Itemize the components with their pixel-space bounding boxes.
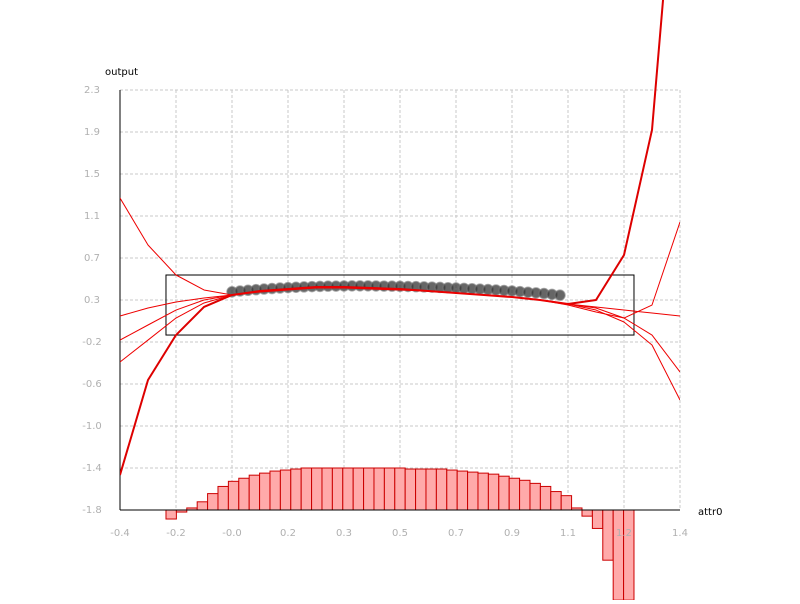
histogram-bar: [602, 509, 614, 561]
histogram-bar: [435, 468, 448, 511]
fit-curve: [120, 197, 680, 319]
histogram-bar: [373, 467, 385, 511]
histogram-bar: [363, 467, 375, 511]
histogram-bar: [591, 509, 604, 529]
histogram-bar: [446, 469, 458, 511]
fit-curve: [120, 286, 680, 317]
histogram-bar: [290, 468, 302, 511]
x-tick-label: 1.1: [560, 528, 576, 539]
y-tick-label: 0.3: [84, 295, 100, 306]
y-tick-label: 0.7: [84, 253, 100, 264]
curves: [120, 0, 680, 476]
x-tick-label: 1.4: [672, 528, 688, 539]
x-tick-label: 0.9: [504, 528, 520, 539]
range-box: [165, 274, 635, 336]
x-axis-title: attr0: [698, 507, 722, 518]
histogram-bar: [248, 474, 261, 511]
histogram-bar: [519, 479, 531, 511]
y-tick-label: 2.3: [84, 85, 100, 96]
data-point: [554, 289, 566, 301]
y-tick-label: 1.5: [84, 169, 100, 180]
histogram-bar: [539, 485, 552, 511]
histogram-bar: [279, 469, 292, 511]
histogram-bar: [269, 470, 281, 511]
histogram: [165, 274, 635, 601]
x-tick-label: 1.2: [616, 528, 632, 539]
histogram-bar: [311, 467, 323, 511]
histogram-bar: [623, 509, 635, 601]
x-tick-label: -0.4: [110, 528, 130, 539]
histogram-bar: [529, 482, 541, 511]
histogram-bar: [196, 501, 209, 511]
histogram-bar: [612, 509, 625, 601]
x-tick-label: 0.5: [392, 528, 408, 539]
histogram-bar: [498, 475, 510, 511]
y-tick-label: -1.4: [82, 463, 102, 474]
histogram-bar: [238, 477, 250, 511]
histogram-bar: [331, 467, 344, 511]
y-tick-label: 1.9: [84, 127, 100, 138]
x-tick-label: 0.7: [448, 528, 464, 539]
histogram-bar: [560, 495, 573, 511]
histogram-bar: [342, 467, 354, 511]
histogram-bar: [425, 468, 437, 511]
y-tick-label: 1.1: [84, 211, 100, 222]
histogram-bar: [300, 467, 313, 511]
labels: output attr0 -0.4 -0.2 -0.0 0.2 0.3 0.5 0.7 0.9…: [82, 67, 722, 539]
x-tick-label: -0.2: [166, 528, 186, 539]
x-tick-label: 0.3: [336, 528, 352, 539]
histogram-bar: [467, 471, 479, 511]
y-tick-label: -0.6: [82, 379, 102, 390]
fit-curve: [120, 286, 680, 401]
histogram-bar: [581, 509, 593, 517]
y-tick-label: -0.2: [82, 337, 102, 348]
histogram-bar: [227, 480, 240, 511]
histogram-bar: [321, 467, 333, 511]
histogram-bar: [259, 472, 271, 511]
y-tick-label: -1.0: [82, 421, 102, 432]
y-axis-title: output: [105, 67, 138, 78]
histogram-bar: [165, 509, 177, 520]
histogram-bar: [415, 468, 427, 511]
histogram-bar: [394, 467, 406, 511]
histogram-bar: [456, 470, 469, 511]
histogram-bar: [207, 493, 219, 511]
x-tick-label: -0.0: [222, 528, 242, 539]
histogram-bar: [508, 477, 521, 511]
histogram-bar: [487, 473, 500, 511]
histogram-bar: [477, 472, 489, 511]
histogram-bar: [404, 468, 417, 511]
y-tick-label: -1.8: [82, 505, 102, 516]
histogram-bar: [217, 485, 229, 511]
axes: [119, 90, 680, 511]
x-tick-label: 0.2: [280, 528, 296, 539]
histogram-bar: [550, 491, 562, 511]
histogram-bar: [383, 467, 396, 511]
histogram-bar: [352, 467, 365, 511]
